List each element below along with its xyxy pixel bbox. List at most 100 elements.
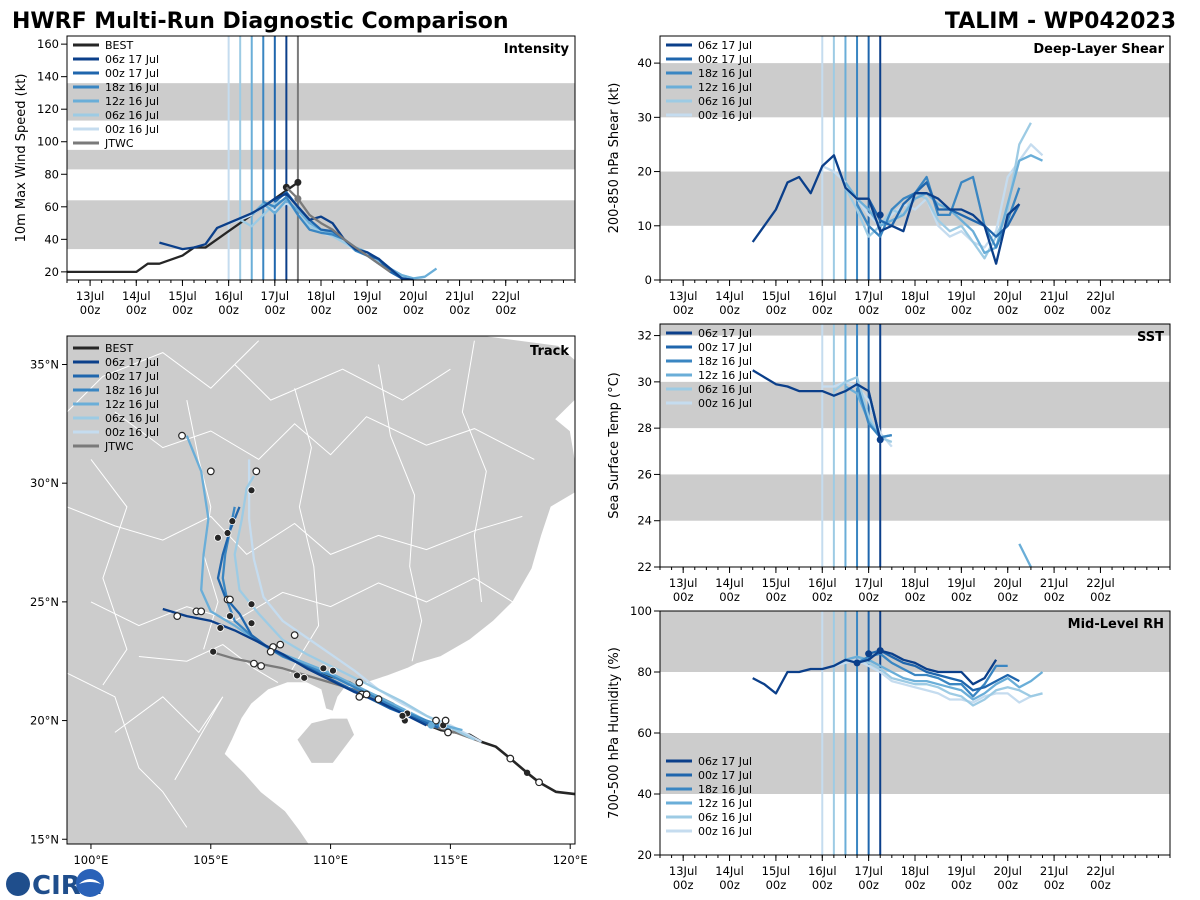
panel-title: Intensity — [504, 42, 570, 57]
x-tick-label: 19Jul — [947, 864, 976, 878]
legend-label: 06z 16 Jul — [698, 383, 752, 396]
track-point-filled — [216, 624, 225, 632]
x-tick-label: 20Jul — [399, 289, 428, 303]
x-tick-label: 00z — [172, 303, 193, 317]
panel-title: Deep-Layer Shear — [1033, 42, 1164, 57]
track-point-filled — [226, 612, 234, 621]
legend-entry-06z-17-jul: 06z 17 Jul — [73, 53, 159, 66]
series-line-18z-16-jul — [855, 175, 1021, 249]
track-point-hollow — [266, 647, 275, 656]
x-tick-label: 14Jul — [122, 289, 151, 303]
track-point-hollow — [432, 716, 440, 725]
x-tick-label: 21Jul — [1040, 289, 1069, 303]
panel-title: Track — [530, 344, 569, 359]
category-band — [660, 324, 1170, 336]
legend-label: 12z 16 Jul — [698, 797, 752, 810]
track-point-hollow — [355, 692, 364, 701]
x-tick-label: 00z — [766, 303, 787, 317]
x-tick-label: 13Jul — [76, 289, 105, 303]
legend-entry-06z-17-jul: 06z 17 Jul — [666, 39, 752, 52]
x-tick-label: 19Jul — [353, 289, 382, 303]
x-tick-label: 20Jul — [993, 576, 1022, 590]
legend-label: 06z 16 Jul — [105, 412, 159, 425]
x-tick-label: 00z — [905, 303, 926, 317]
series-line-00z-17-jul — [867, 181, 1021, 238]
legend-label: 06z 16 Jul — [105, 109, 159, 122]
lon-tick-label: 110°E — [313, 853, 348, 867]
province-boundary — [378, 364, 423, 662]
x-tick-label: 00z — [719, 590, 740, 604]
y-tick-label: 20 — [637, 165, 652, 179]
track-point-filled — [247, 486, 256, 495]
x-tick-label: 18Jul — [901, 576, 930, 590]
lon-tick-label: 100°E — [73, 853, 108, 867]
legend-entry-12z-16-jul: 12z 16 Jul — [73, 398, 159, 411]
legend-entry-jtwc: JTWC — [73, 137, 134, 150]
x-tick-label: 19Jul — [947, 289, 976, 303]
lat-tick-label: 35°N — [30, 357, 59, 371]
legend-entry-00z-17-jul: 00z 17 Jul — [73, 370, 159, 383]
track-point-hollow — [441, 716, 450, 725]
x-tick-label: 00z — [812, 878, 833, 892]
x-tick-label: 00z — [905, 878, 926, 892]
y-axis-label: 700-500 hPa Humidity (%) — [607, 647, 622, 819]
x-tick-label: 00z — [673, 878, 694, 892]
province-boundary — [90, 459, 128, 686]
category-band — [660, 381, 1170, 429]
legend-entry-12z-16-jul: 12z 16 Jul — [73, 95, 159, 108]
series-line-jtwc — [285, 186, 391, 273]
track-point-hollow — [355, 678, 364, 687]
x-tick-label: 15Jul — [762, 576, 791, 590]
category-band — [660, 474, 1170, 521]
figure-title-left: HWRF Multi-Run Diagnostic Comparison — [12, 9, 509, 34]
x-tick-label: 00z — [812, 303, 833, 317]
taiwan-island — [575, 597, 594, 673]
x-tick-label: 18Jul — [307, 289, 336, 303]
legend-entry-06z-16-jul: 06z 16 Jul — [73, 109, 159, 122]
track-point-filled — [247, 600, 256, 609]
legend-entry-jtwc: JTWC — [73, 440, 134, 453]
series-line-12z-16-jul — [845, 655, 1044, 701]
x-tick-label: 00z — [449, 303, 470, 317]
y-tick-label: 0 — [645, 273, 652, 287]
x-tick-label: 00z — [997, 590, 1018, 604]
legend-entry-18z-16-jul: 18z 16 Jul — [666, 783, 752, 796]
x-tick-label: 16Jul — [214, 289, 243, 303]
lon-tick-label: 120°E — [553, 853, 588, 867]
x-tick-label: 00z — [1044, 590, 1065, 604]
x-tick-label: 22Jul — [1086, 289, 1115, 303]
legend-label: 06z 17 Jul — [105, 356, 159, 369]
x-tick-label: 00z — [218, 303, 239, 317]
legend-label: 12z 16 Jul — [698, 81, 752, 94]
legend-label: 00z 17 Jul — [698, 53, 752, 66]
series-line-06z-17-jul — [751, 154, 1021, 265]
legend-label: 06z 16 Jul — [698, 811, 752, 824]
series-line-18z-16-jul — [855, 383, 893, 439]
plot-area — [660, 324, 1170, 567]
lat-tick-label: 15°N — [30, 832, 59, 846]
y-tick-label: 80 — [44, 167, 59, 181]
y-tick-label: 20 — [637, 848, 652, 862]
track-point-hollow — [290, 631, 299, 640]
y-tick-label: 40 — [637, 56, 652, 70]
x-tick-label: 00z — [495, 303, 516, 317]
x-tick-label: 00z — [951, 303, 972, 317]
province-boundary — [90, 577, 513, 627]
province-boundary — [114, 411, 535, 461]
x-tick-label: 20Jul — [993, 864, 1022, 878]
legend-label: 06z 17 Jul — [105, 53, 159, 66]
cira-globe-icon — [6, 872, 30, 896]
track-point-hollow — [257, 662, 265, 670]
y-axis-label: 200-850 hPa Shear (kt) — [607, 83, 622, 234]
shear-panel: 13Jul00z14Jul00z15Jul00z16Jul00z17Jul00z… — [607, 35, 1171, 317]
lat-tick-label: 30°N — [30, 476, 59, 490]
panel-title: Mid-Level RH — [1068, 617, 1164, 632]
legend-label: 18z 16 Jul — [698, 67, 752, 80]
x-tick-label: 15Jul — [168, 289, 197, 303]
x-tick-label: 00z — [403, 303, 424, 317]
x-tick-label: 16Jul — [808, 289, 837, 303]
legend-entry-18z-16-jul: 18z 16 Jul — [73, 384, 159, 397]
legend-entry-00z-17-jul: 00z 17 Jul — [666, 341, 752, 354]
track-point-filled — [293, 671, 301, 680]
